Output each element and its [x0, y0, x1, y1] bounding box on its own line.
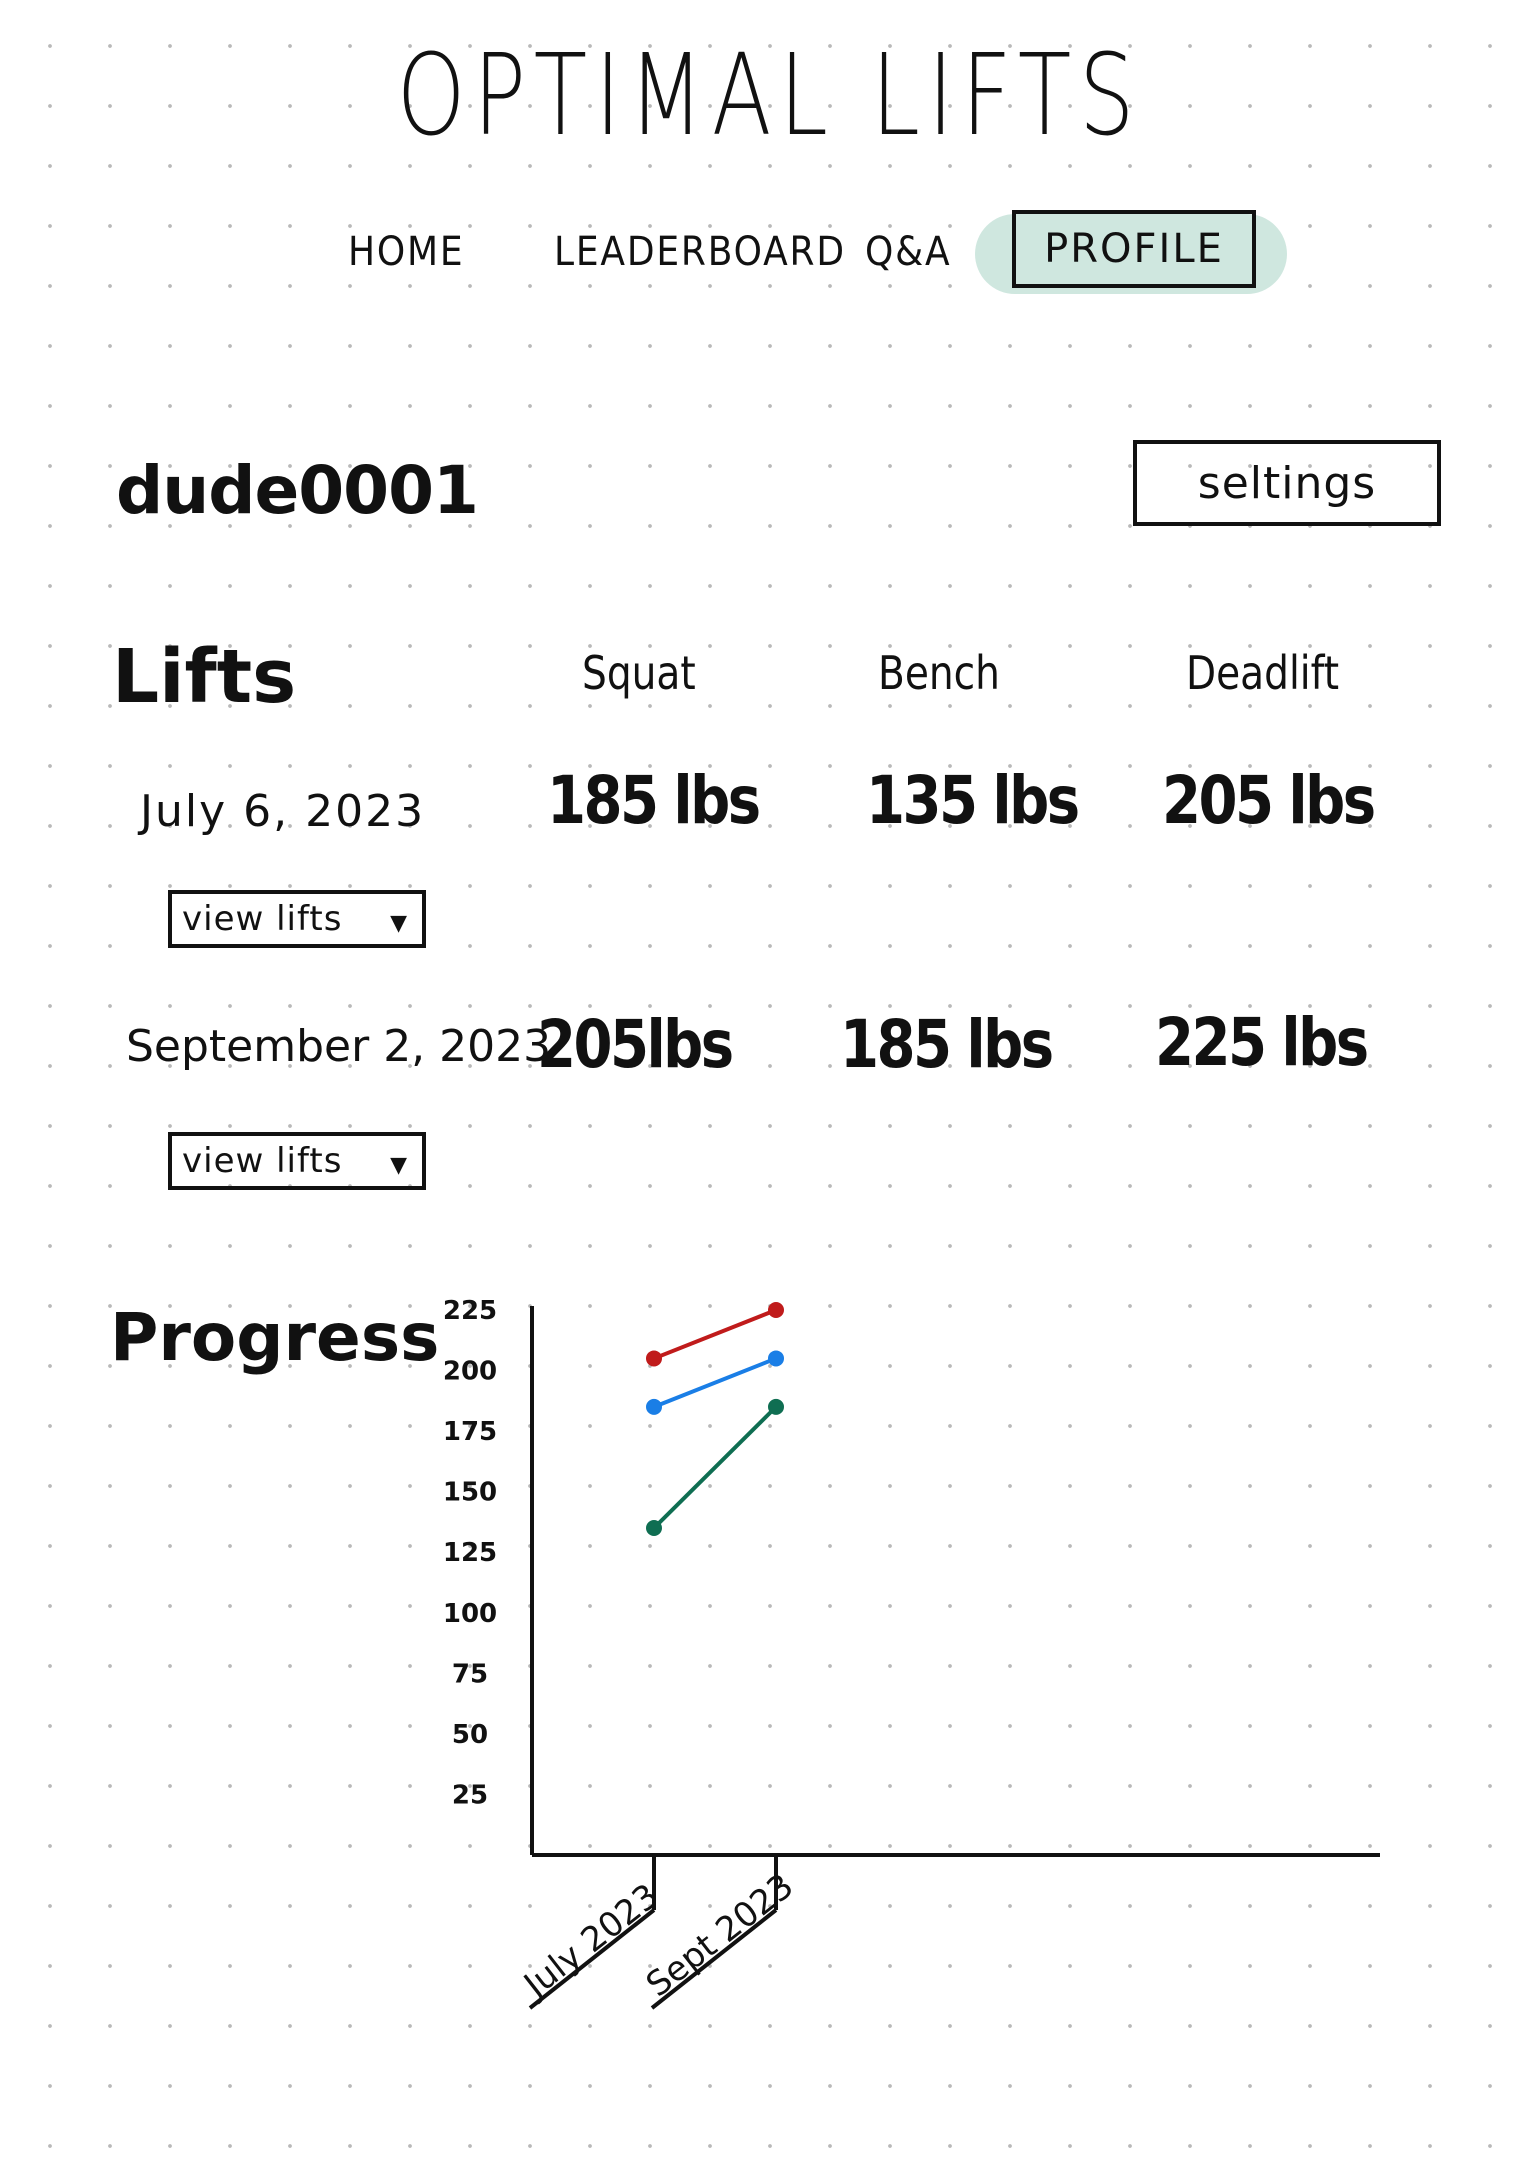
y-tick-label: 225: [443, 1296, 497, 1326]
y-tick-label: 50: [452, 1720, 488, 1750]
view-lifts-dropdown-label: view lifts: [182, 1141, 343, 1181]
y-tick-label: 200: [443, 1357, 497, 1387]
column-header-bench: Bench: [878, 646, 1000, 700]
lifts-heading: Lifts: [112, 634, 297, 720]
username: dude0001: [116, 452, 479, 529]
data-point: [646, 1520, 662, 1536]
series-line: [653, 1308, 777, 1361]
x-tick-underline: [650, 1908, 778, 2010]
y-tick-label: 175: [443, 1417, 497, 1447]
view-lifts-dropdown-label: view lifts: [182, 899, 343, 939]
data-point: [768, 1398, 784, 1415]
series-line: [653, 1356, 777, 1409]
data-point: [646, 1350, 662, 1367]
y-tick-label: 75: [452, 1659, 488, 1689]
lift-value-bench: 185 lbs: [840, 1006, 1054, 1083]
lift-entry-date: July 6, 2023: [140, 786, 426, 837]
column-header-deadlift: Deadlift: [1186, 646, 1340, 700]
lift-value-deadlift: 225 lbs: [1155, 1004, 1369, 1081]
caret-down-icon: ▼: [390, 1152, 408, 1178]
column-header-squat: Squat: [582, 646, 696, 700]
x-tick-label: July 2023: [515, 1876, 666, 2006]
nav-item-qa[interactable]: Q&A: [865, 229, 952, 275]
y-tick-label: 100: [443, 1599, 497, 1629]
y-tick-label: 25: [452, 1780, 488, 1810]
nav-item-profile-label: PROFILE: [1044, 226, 1224, 272]
y-tick-label: 150: [443, 1478, 497, 1508]
view-lifts-dropdown[interactable]: view lifts ▼: [168, 890, 426, 948]
lift-entry-date: September 2, 2023: [126, 1021, 552, 1072]
view-lifts-dropdown[interactable]: view lifts ▼: [168, 1132, 426, 1190]
x-tick-underline: [528, 1908, 656, 2010]
caret-down-icon: ▼: [390, 910, 408, 936]
nav-item-leaderboard[interactable]: LEADERBOARD: [554, 229, 846, 275]
nav-item-home[interactable]: HOME: [348, 229, 465, 275]
nav-active-highlight: [975, 214, 1287, 294]
data-point: [646, 1398, 662, 1415]
x-tick-label: Sept 2023: [639, 1866, 801, 2005]
lift-value-bench: 135 lbs: [866, 762, 1080, 839]
data-point: [768, 1302, 784, 1318]
progress-heading: Progress: [110, 1299, 440, 1376]
nav-item-profile[interactable]: PROFILE: [1012, 210, 1256, 288]
series-line: [652, 1405, 778, 1530]
lift-value-squat: 205lbs: [537, 1006, 734, 1083]
app-title: OPTIMAL LIFTS: [396, 31, 1143, 161]
lift-value-deadlift: 205 lbs: [1162, 762, 1376, 839]
data-point: [768, 1350, 784, 1367]
lift-value-squat: 185 lbs: [547, 762, 761, 839]
settings-button[interactable]: seltings: [1133, 440, 1441, 526]
y-tick-label: 125: [443, 1538, 497, 1568]
